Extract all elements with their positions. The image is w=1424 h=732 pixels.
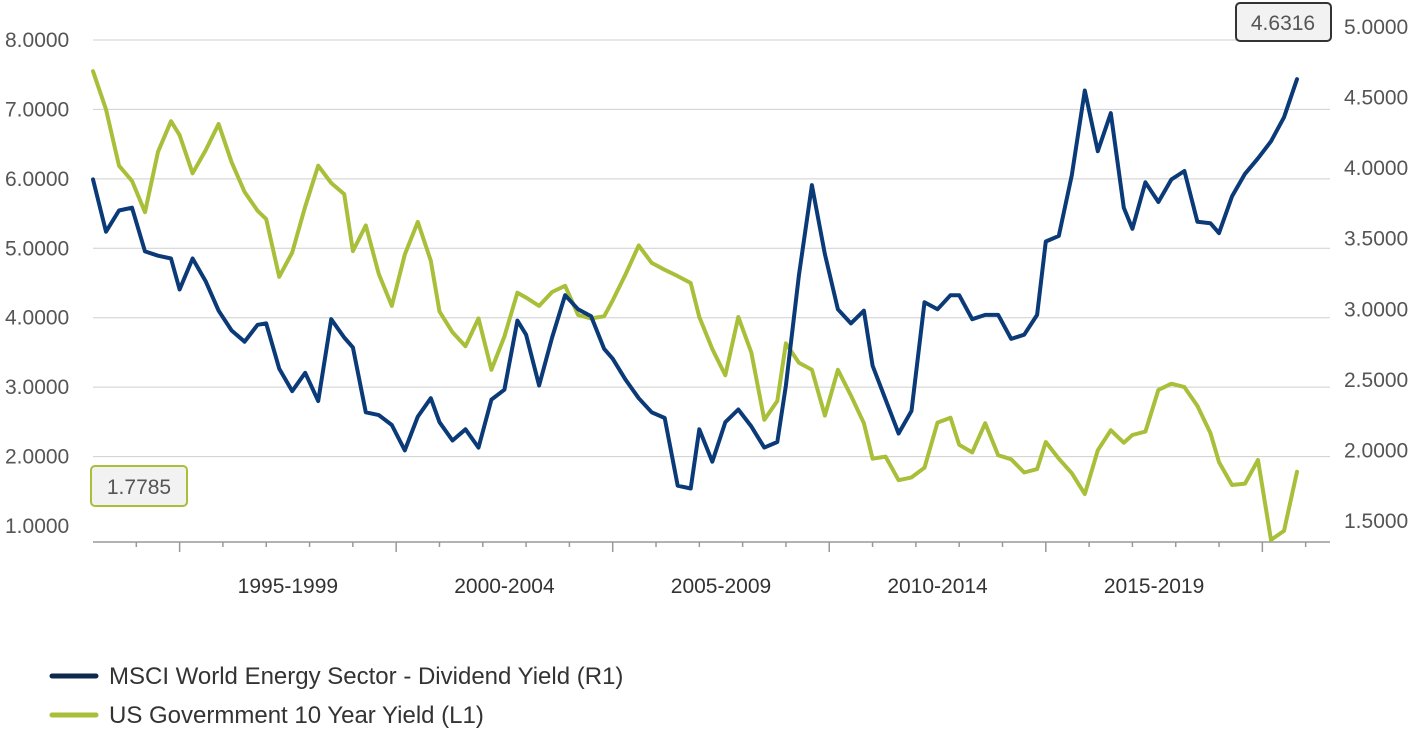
y-left-tick-label-5: 6.0000 [5, 168, 69, 191]
callout-left-box [90, 465, 188, 507]
y-right-tick-label-4: 3.5000 [1344, 228, 1408, 251]
y-axis-left-labels: 1.0000 2.0000 3.0000 4.0000 5.0000 6.0000 7.00… [5, 29, 69, 538]
gridlines [93, 39, 1330, 458]
y-axis-right-labels: 1.5000 2.0000 2.5000 3.0000 3.5000 4.0000 4.50… [1344, 16, 1408, 533]
y-right-tick-label-2: 2.5000 [1344, 369, 1408, 392]
x-axis-ticks [135, 542, 1307, 552]
x-tick-label-3: 2010-2014 [887, 575, 988, 598]
x-tick-label-0: 1995-1999 [238, 575, 338, 598]
y-right-tick-label-6: 4.5000 [1344, 87, 1408, 110]
y-right-tick-label-3: 3.0000 [1344, 298, 1408, 321]
y-left-tick-label-1: 2.0000 [5, 446, 69, 469]
y-left-tick-label-0: 1.0000 [5, 515, 69, 538]
x-tick-label-2: 2005-2009 [671, 575, 771, 598]
y-right-tick-label-7: 5.0000 [1344, 16, 1408, 39]
legend-label-msci: MSCI World Energy Sector - Dividend Yiel… [109, 663, 623, 690]
y-right-tick-label-0: 1.5000 [1344, 510, 1408, 533]
callout-right: 4.6316 [1235, 2, 1332, 42]
legend-item-us10y[interactable]: US Govermment 10 Year Yield (L1) [49, 702, 484, 729]
legend-item-msci[interactable]: MSCI World Energy Sector - Dividend Yiel… [49, 663, 623, 690]
series-layer [91, 69, 1299, 542]
y-right-tick-label-1: 2.0000 [1344, 439, 1408, 462]
y-right-tick-label-5: 4.0000 [1344, 157, 1408, 180]
y-left-tick-label-7: 8.0000 [5, 29, 69, 52]
callout-left-value: 1.7785 [107, 476, 171, 499]
legend-label-us10y: US Govermment 10 Year Yield (L1) [109, 702, 484, 729]
x-tick-label-1: 2000-2004 [454, 575, 555, 598]
series-line-msci-dividend-yield [91, 77, 1299, 491]
y-left-tick-label-4: 5.0000 [5, 237, 69, 260]
y-left-tick-label-6: 7.0000 [5, 98, 69, 121]
y-left-tick-label-3: 4.0000 [5, 307, 69, 330]
x-axis-labels: 1995-1999 2000-2004 2005-2009 2010-2014 2015… [238, 575, 1205, 598]
callout-right-value: 4.6316 [1251, 12, 1315, 35]
callout-left: 1.7785 [90, 465, 188, 507]
callout-right-box [1235, 2, 1332, 42]
x-tick-label-4: 2015-2019 [1104, 575, 1204, 598]
legend: MSCI World Energy Sector - Dividend Yiel… [49, 663, 623, 729]
y-left-tick-label-2: 3.0000 [5, 376, 69, 399]
series-line-us-10y-yield [91, 69, 1299, 542]
